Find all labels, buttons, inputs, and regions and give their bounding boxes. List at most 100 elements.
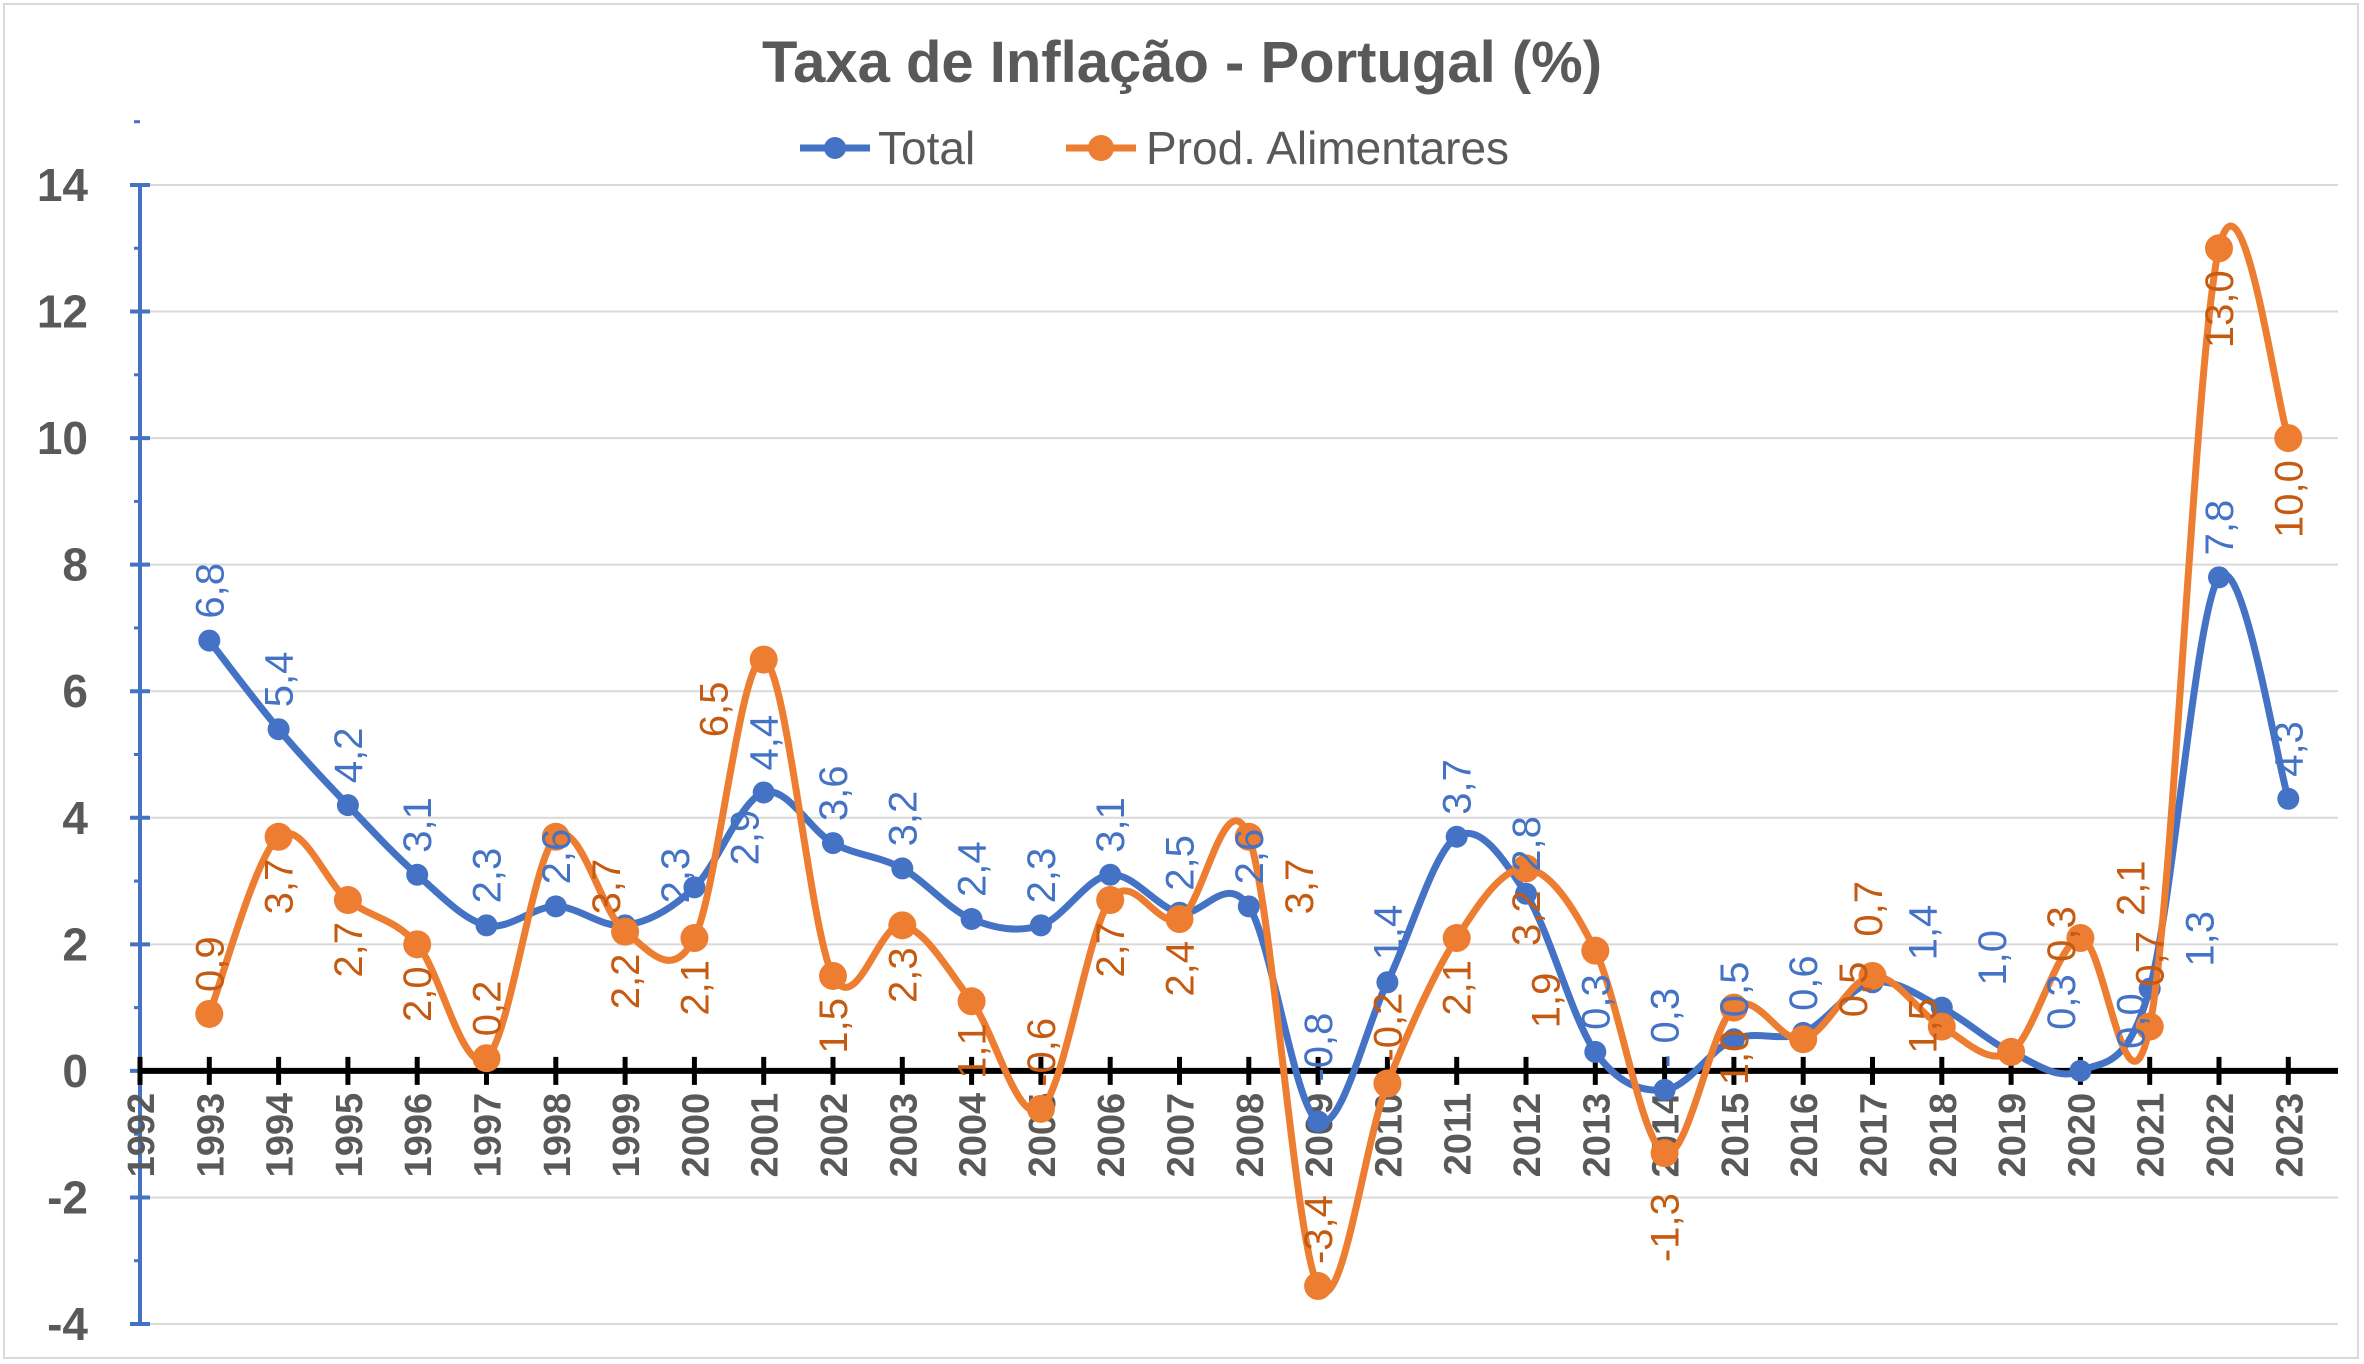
data-label-0: 2,4 [951,841,995,897]
x-tick-label: 1996 [398,1093,440,1178]
data-label-1: 1,9 [1524,973,1568,1029]
data-label-1: 2,3 [881,947,925,1003]
data-point-1 [611,917,640,946]
x-tick-label: 2004 [953,1093,995,1178]
data-point-1 [1719,993,1748,1022]
data-point-0 [1584,1040,1607,1063]
y-tick-label: 2 [62,918,88,970]
data-point-0 [1445,825,1468,848]
data-label-0: 2,3 [466,848,510,904]
data-point-0 [683,876,706,899]
data-label-1: 1,5 [1902,998,1946,1054]
x-tick-label: 1997 [468,1093,510,1178]
data-label-0: 3,1 [1089,797,1133,853]
data-point-1 [2066,924,2095,953]
data-label-1: -0,6 [1020,1018,1064,1087]
data-label-0: 0,6 [1782,955,1826,1011]
data-label-0: -0,8 [1297,1013,1341,1082]
data-label-1: 0,3 [2040,906,2084,962]
data-label-1: 2,1 [2109,860,2153,916]
data-label-1: -0,2 [1366,993,1410,1062]
y-tick-label: 10 [37,412,88,464]
data-label-0: 0,0 [2109,993,2153,1049]
data-label-0: 2,3 [654,848,698,904]
data-point-1 [1650,1139,1679,1168]
x-tick-label: 2019 [1992,1093,2034,1178]
x-tick-label: 2020 [2061,1093,2103,1178]
data-label-0: 4,2 [327,728,371,784]
x-tick-label: 1992 [121,1093,163,1178]
data-point-0 [1930,996,1953,1019]
data-label-1: 2,7 [1089,922,1133,978]
data-point-1 [1304,1272,1333,1301]
data-point-0 [891,857,914,880]
data-label-0: 2,6 [535,829,579,885]
data-label-0: 1,4 [1902,905,1946,961]
x-tick-label: 2000 [675,1093,717,1178]
data-label-1: 1,1 [951,1023,995,1079]
data-label-1: 0,7 [2129,931,2173,987]
legend-food-label: Prod. Alimentares [1146,122,1509,174]
data-point-0 [198,629,221,652]
data-point-0 [1722,1028,1745,1051]
data-label-1: 10,0 [2267,460,2311,538]
x-tick-label: 1999 [606,1093,648,1178]
y-tick-label: 8 [62,539,88,591]
x-tick-label: 2012 [1507,1093,1549,1178]
data-label-1: 3,7 [585,859,629,915]
data-point-1 [957,987,986,1016]
data-point-1 [1858,961,1887,990]
data-point-1 [1581,936,1610,965]
data-point-1 [541,822,570,851]
data-label-1: 0,9 [188,936,232,992]
data-label-1: -3,4 [1297,1195,1341,1264]
data-label-0: 0,5 [1713,962,1757,1018]
data-label-0: 1,0 [1971,930,2015,986]
chart-frame [3,3,2359,1359]
data-label-0: 4,4 [743,715,787,771]
x-tick-label: 1994 [260,1093,302,1178]
data-label-0: 4,3 [2267,721,2311,777]
legend-food-marker [1088,135,1114,161]
data-point-0 [544,895,567,918]
x-tick-label: 2001 [745,1093,787,1178]
data-label-1: 2,0 [396,966,440,1022]
data-label-0: 3,6 [812,765,856,821]
data-label-0: - 0,3 [1644,988,1688,1068]
data-point-0 [1237,895,1260,918]
y-tick-label: 12 [37,286,88,338]
data-label-0: 2,5 [1159,835,1203,891]
data-point-1 [749,645,778,674]
data-point-1 [1026,1094,1055,1123]
data-label-0: 6,8 [188,563,232,619]
data-label-0: 7,8 [2198,500,2242,556]
data-point-1 [2274,424,2303,453]
data-label-0: 3,7 [1436,759,1480,815]
x-tick-label: 2015 [1715,1093,1757,1178]
data-point-1 [195,999,224,1028]
data-label-0: 2,3 [1020,848,1064,904]
data-point-0 [406,863,429,886]
data-label-0: 1,3 [2179,911,2223,967]
x-tick-label: 2023 [2269,1093,2311,1178]
y-tick-label: 6 [62,665,88,717]
data-label-0: 3,1 [396,797,440,853]
data-label-1: 2,7 [327,922,371,978]
data-point-0 [1307,1110,1330,1133]
data-point-1 [333,886,362,915]
legend-total-label: Total [878,122,975,174]
x-tick-label: 2011 [1438,1093,1480,1175]
x-tick-label: 2018 [1923,1093,1965,1178]
x-tick-label: 1995 [329,1093,371,1178]
data-point-0 [752,781,775,804]
data-label-0: 0,3 [1574,974,1618,1030]
data-label-1: 13,0 [2198,270,2242,348]
data-point-0 [336,794,359,817]
data-point-0 [2277,787,2300,810]
x-tick-label: 2006 [1091,1093,1133,1178]
x-tick-label: 2021 [2131,1093,2173,1178]
data-label-1: 2,1 [1436,960,1480,1016]
data-point-1 [888,911,917,940]
x-tick-label: 1993 [190,1093,232,1178]
data-label-1: 2,1 [673,960,717,1016]
